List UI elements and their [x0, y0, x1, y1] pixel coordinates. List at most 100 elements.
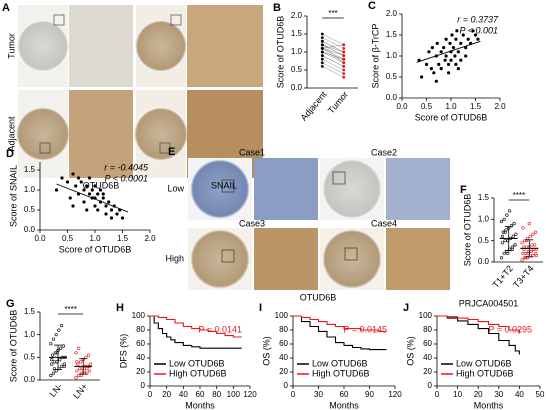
panel-letter: I	[259, 302, 262, 314]
data-point	[456, 67, 460, 71]
data-point	[90, 188, 94, 192]
data-point	[511, 234, 515, 238]
data-point	[101, 196, 105, 200]
data-point	[320, 32, 324, 36]
x-tick-label: 30	[494, 390, 503, 399]
y-tick-label: 1.0	[386, 51, 398, 60]
data-point	[96, 208, 100, 212]
x-tick-label: 60	[340, 390, 349, 399]
data-point	[439, 67, 443, 71]
tissue-core	[16, 107, 70, 161]
data-point	[342, 57, 346, 61]
tissue-zoom	[386, 158, 450, 220]
data-point	[476, 37, 480, 41]
data-point	[120, 216, 125, 220]
data-point	[501, 230, 505, 234]
data-point	[533, 230, 538, 234]
y-tick-label: 40	[423, 353, 432, 362]
x-tick-label: 10	[453, 390, 462, 399]
y-axis-title: Score of β-TrCP	[370, 24, 380, 89]
p-value: P = 0.0141	[198, 324, 242, 334]
panel-letter: J	[403, 302, 409, 314]
y-tick-label: 2.0	[386, 9, 398, 18]
data-point	[342, 50, 346, 54]
data-point	[342, 68, 346, 72]
x-tick-label: LN+	[71, 381, 89, 400]
data-point	[320, 39, 324, 43]
data-point	[448, 41, 452, 46]
x-axis-title: Score of OTUD6B	[59, 244, 132, 254]
stat-annotation: P < 0.0001	[105, 173, 148, 183]
y-tick-label: 1.0	[24, 330, 36, 339]
data-point	[85, 208, 89, 212]
data-point	[509, 224, 514, 228]
data-point	[59, 364, 64, 369]
case-label: Case4	[371, 218, 397, 228]
panel-letter: F	[460, 184, 467, 196]
data-point	[444, 37, 448, 41]
tissue-core	[17, 20, 69, 72]
data-point	[82, 200, 86, 204]
data-point	[435, 41, 439, 46]
y-tick-label: 0	[141, 381, 146, 390]
data-point	[534, 254, 539, 258]
y-tick-label: 80	[423, 325, 432, 334]
survival-curve	[293, 315, 387, 351]
y-axis-title: OS (%)	[405, 336, 415, 366]
data-point	[473, 33, 478, 37]
tissue-zoom	[187, 5, 263, 87]
data-point	[65, 180, 70, 184]
data-point	[342, 61, 346, 65]
tissue-core	[322, 159, 382, 219]
y-tick-label: 1.5	[291, 29, 303, 38]
data-point	[446, 62, 451, 66]
data-point	[464, 54, 468, 58]
pair-line	[322, 41, 344, 53]
panel-letter: G	[6, 298, 15, 310]
data-point	[446, 71, 451, 75]
panel-letter: H	[116, 302, 124, 314]
column-label: OTUD6B	[83, 180, 120, 190]
data-point	[74, 184, 78, 188]
tissue-zoom	[254, 158, 318, 220]
y-tick-label: 0.5	[24, 205, 36, 214]
data-point	[524, 256, 528, 260]
x-tick-label: 20	[162, 390, 171, 399]
data-point	[93, 204, 97, 208]
data-point	[320, 47, 324, 50]
data-point	[60, 176, 64, 180]
data-point	[530, 243, 534, 247]
y-tick-label: 100	[132, 311, 146, 320]
data-point	[342, 54, 346, 57]
data-point	[500, 241, 505, 245]
data-point	[320, 50, 324, 54]
data-point	[54, 369, 58, 373]
x-tick-label: 120	[243, 390, 257, 399]
survival-curve	[150, 315, 242, 349]
data-point	[520, 241, 524, 245]
y-tick-label: 80	[136, 325, 145, 334]
y-axis-title: OS (%)	[261, 336, 271, 366]
data-point	[62, 364, 66, 369]
pair-line	[322, 33, 344, 45]
data-point	[50, 358, 54, 362]
data-point	[74, 351, 78, 355]
data-point	[434, 79, 438, 83]
x-tick-label: 0	[148, 390, 153, 399]
x-tick-label: 0	[291, 390, 296, 399]
tissue-zoom	[69, 5, 133, 87]
data-point	[78, 360, 83, 364]
data-point	[49, 373, 53, 378]
zoom-boxes	[221, 171, 358, 263]
data-point	[454, 62, 458, 66]
data-point	[85, 367, 89, 371]
significance-label: ****	[513, 191, 525, 200]
data-point	[531, 232, 535, 236]
data-point	[342, 75, 346, 79]
data-point	[342, 72, 346, 75]
data-point	[342, 43, 346, 47]
stat-annotation: r = -0.4045	[104, 162, 149, 172]
data-point	[508, 209, 512, 213]
x-tick-label: 60	[196, 390, 205, 399]
